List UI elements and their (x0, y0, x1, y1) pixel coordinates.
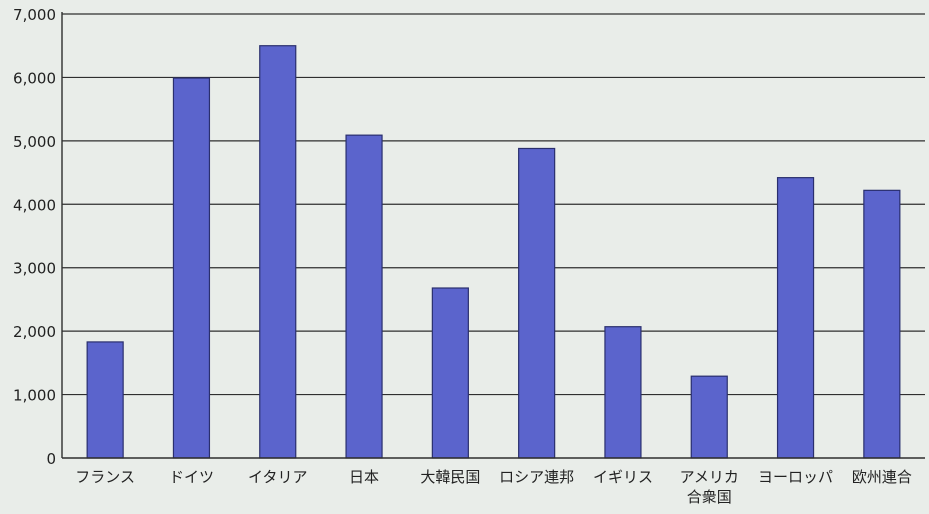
y-tick-label: 4,000 (13, 196, 56, 214)
x-tick-label: 日本 (349, 468, 379, 486)
bar (431, 287, 469, 459)
x-tick-label: フランス (75, 468, 135, 486)
x-tick-label: 合衆国 (687, 488, 732, 506)
x-tick-label: イギリス (593, 468, 653, 486)
x-tick-label: 大韓民国 (420, 468, 480, 486)
y-tick-label: 2,000 (13, 323, 56, 341)
x-tick-label: ドイツ (169, 468, 214, 486)
bar (518, 147, 556, 459)
y-tick-label: 7,000 (13, 6, 56, 24)
y-tick-label: 5,000 (13, 133, 56, 151)
x-tick-label: 欧州連合 (852, 468, 912, 486)
bar (604, 326, 642, 459)
y-tick-label: 6,000 (13, 69, 56, 87)
y-tick-label: 3,000 (13, 260, 56, 278)
y-tick-labels: 0 1,000 2,000 3,000 4,000 5,000 6,000 7,000 (13, 6, 56, 468)
x-tick-label: イタリア (248, 468, 307, 486)
x-tick-label: ロシア連邦 (499, 468, 574, 486)
bar (690, 375, 728, 459)
bar (776, 177, 815, 459)
bar (863, 189, 901, 459)
bar (86, 341, 124, 459)
y-tick-label: 1,000 (13, 387, 56, 405)
bar (259, 45, 297, 459)
axes (61, 12, 925, 459)
bar (345, 134, 383, 459)
x-tick-label: ヨーロッパ (758, 468, 833, 486)
y-tick-label: 0 (46, 450, 56, 468)
bars (86, 45, 901, 459)
bar (172, 77, 211, 459)
x-tick-label: アメリカ (680, 468, 739, 486)
